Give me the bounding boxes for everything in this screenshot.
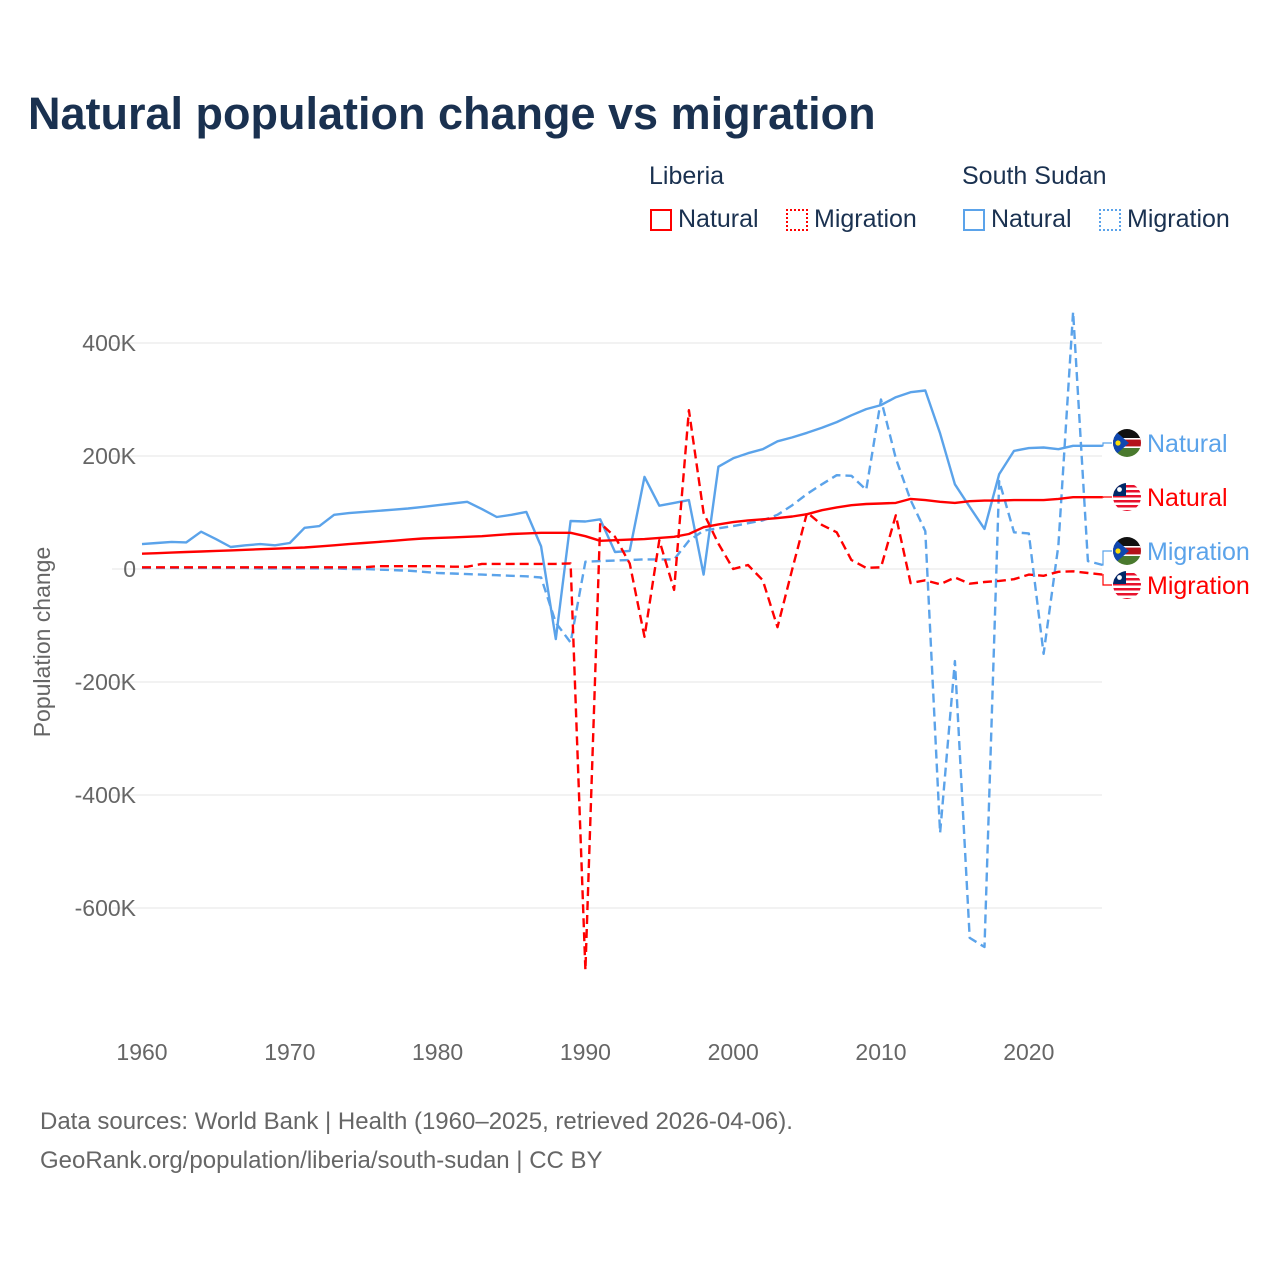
legend-label: Migration	[814, 205, 917, 233]
y-tick-label: 0	[123, 556, 136, 582]
x-tick-label: 2020	[1003, 1039, 1054, 1065]
series-line-liberia-natural[interactable]	[141, 496, 1103, 555]
legend-liberia-migration[interactable]: Migration	[786, 205, 917, 234]
end-label: Natural	[1147, 430, 1228, 458]
x-tick-label: 1960	[116, 1039, 167, 1065]
legend-south-sudan-migration[interactable]: Migration	[1099, 205, 1230, 234]
legend-group-south-sudan: South Sudan	[962, 162, 1107, 190]
x-tick-label: 2010	[855, 1039, 906, 1065]
x-tick-label: 1970	[264, 1039, 315, 1065]
y-tick-label: -600K	[75, 895, 137, 921]
legend-label: Natural	[678, 205, 759, 233]
legend-label: Migration	[1127, 205, 1230, 233]
x-tick-label: 2000	[708, 1039, 759, 1065]
y-tick-label: -200K	[75, 669, 137, 695]
south-sudan-flag-icon	[1113, 537, 1141, 566]
south-sudan-flag-icon	[1113, 429, 1141, 458]
footer-sources: Data sources: World Bank | Health (1960–…	[40, 1108, 793, 1135]
y-axis-label: Population change	[29, 547, 55, 738]
legend-swatch-dotted	[786, 208, 808, 231]
legend-swatch-dotted	[1099, 208, 1121, 231]
liberia-flag-icon	[1113, 571, 1141, 601]
series-line-liberia-migration[interactable]	[142, 409, 1103, 972]
series-line-south-sudan-migration[interactable]	[142, 310, 1104, 949]
end-label: Migration	[1147, 538, 1250, 566]
chart-title: Natural population change vs migration	[28, 88, 876, 139]
series-line-south-sudan-natural[interactable]	[141, 389, 1103, 641]
legend-group-liberia: Liberia	[649, 162, 725, 190]
y-tick-label: 200K	[82, 443, 136, 469]
y-tick-label: -400K	[75, 782, 137, 808]
legend-swatch-solid	[963, 208, 985, 231]
legend-label: Natural	[991, 205, 1072, 233]
x-tick-label: 1990	[560, 1039, 611, 1065]
legend-swatch-solid	[650, 208, 672, 231]
end-label-connector	[1102, 442, 1112, 447]
legend-south-sudan-natural[interactable]: Natural	[963, 205, 1072, 234]
legend-liberia-natural[interactable]: Natural	[650, 205, 759, 234]
end-label: Migration	[1147, 572, 1250, 600]
end-label-connector	[1102, 550, 1112, 566]
x-tick-label: 1980	[412, 1039, 463, 1065]
y-tick-label: 400K	[82, 330, 136, 356]
footer-attribution[interactable]: GeoRank.org/population/liberia/south-sud…	[40, 1147, 603, 1174]
liberia-flag-icon	[1113, 483, 1141, 513]
end-label-connector	[1102, 574, 1112, 586]
end-label: Natural	[1147, 484, 1228, 512]
